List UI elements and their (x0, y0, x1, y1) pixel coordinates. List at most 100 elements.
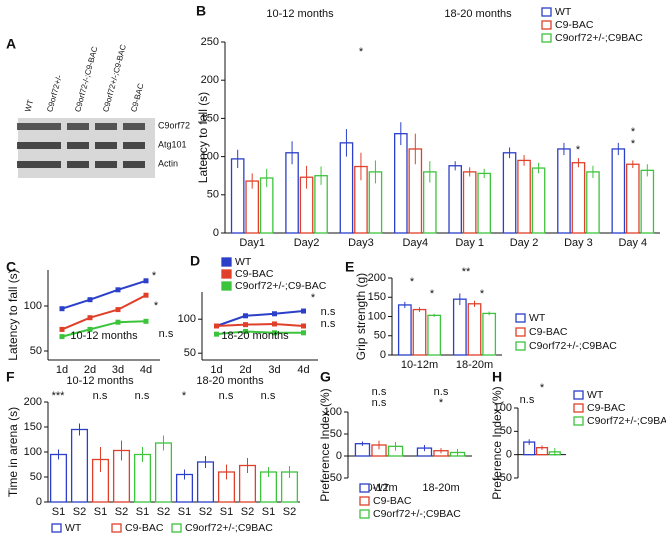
band (39, 142, 61, 149)
x-tick-label: 10-12m (360, 482, 397, 494)
legend-swatch (359, 509, 370, 519)
legend-label: C9orf72+/-;C9BAC (529, 340, 617, 352)
bar (467, 303, 482, 356)
marker (59, 326, 65, 332)
marker (243, 313, 248, 319)
band (39, 161, 61, 168)
marker (272, 321, 277, 327)
band (95, 123, 117, 130)
annotation: n.s (219, 390, 234, 402)
band-label: Atg101 (158, 139, 187, 149)
y-axis-label: Preference Index (%) (318, 388, 332, 501)
legend-swatch (541, 20, 552, 30)
legend-swatch (111, 523, 122, 533)
line (216, 322, 304, 327)
annotation: * (410, 276, 415, 288)
marker (115, 287, 121, 293)
line (216, 310, 304, 327)
line (61, 294, 147, 331)
legend-label: WT (235, 256, 252, 268)
legend-swatch (221, 257, 232, 267)
y-tick-label: 200 (368, 272, 386, 284)
marker (59, 334, 65, 340)
bar (462, 171, 477, 234)
x-tick-label: Day 3 (564, 237, 593, 249)
marker (272, 330, 277, 336)
annotation: * (480, 288, 485, 300)
y-tick-label: 150 (24, 421, 42, 433)
panel-letter: H (492, 369, 502, 385)
bar (640, 169, 655, 234)
x-tick-label: Day1 (239, 237, 265, 249)
x-tick-label: 3d (112, 364, 124, 376)
y-axis-label: Latency to fall (s) (196, 92, 210, 183)
annotation: 18-20 months (444, 8, 512, 20)
annotation: n.s (321, 306, 336, 318)
y-axis-label: Preference Index (%) (490, 386, 504, 499)
legend-label: WT (373, 482, 390, 494)
annotation: * (576, 144, 581, 156)
annotation: n.s (135, 390, 150, 402)
x-tick-label: Day 1 (455, 237, 484, 249)
annotation: * (311, 292, 316, 304)
band (17, 161, 39, 168)
x-tick-label: 4d (140, 364, 152, 376)
bar (571, 162, 586, 234)
x-tick-label: S2 (283, 506, 296, 518)
x-tick-label: S2 (115, 506, 128, 518)
y-axis-label: Time in arena (s) (6, 407, 20, 497)
x-tick-label: Day 4 (618, 237, 647, 249)
annotation: n.s (261, 390, 276, 402)
y-tick-label: -50 (326, 472, 342, 484)
y-tick-label: 100 (324, 406, 342, 418)
legend-label: WT (529, 312, 546, 324)
legend-label: C9orf72+/-;C9-BAC (235, 280, 327, 292)
y-tick-label: 250 (201, 36, 219, 48)
panel-letter: A (6, 36, 16, 52)
legend-label: C9-BAC (125, 522, 164, 534)
annotation: * (154, 300, 159, 312)
x-tick-label: S1 (178, 506, 191, 518)
y-tick-label: 100 (178, 313, 196, 325)
y-tick-label: 100 (24, 300, 42, 312)
legend-swatch (573, 390, 584, 400)
legend-swatch (359, 496, 370, 506)
bar (531, 167, 546, 234)
annotation: 10-12 months (66, 375, 134, 387)
x-tick-label: 10-12m (401, 359, 438, 371)
x-tick-label: 2d (84, 364, 96, 376)
bar (427, 314, 442, 356)
marker (301, 323, 306, 329)
y-tick-label: 0 (336, 450, 342, 462)
bar (502, 152, 517, 234)
y-tick-label: 50 (30, 345, 42, 357)
y-tick-label: -50 (496, 472, 512, 484)
y-tick-label: 100 (24, 446, 42, 458)
marker (87, 297, 93, 303)
bar (245, 180, 259, 234)
legend-swatch (541, 33, 552, 43)
y-tick-label: 50 (330, 428, 342, 440)
panel-letter: F (6, 369, 15, 385)
annotation: * (439, 397, 444, 409)
x-tick-label: S2 (241, 506, 254, 518)
lane-label: WT (23, 99, 35, 113)
legend-swatch (515, 327, 526, 337)
legend-swatch (515, 313, 526, 323)
legend-swatch (221, 269, 232, 279)
legend-label: WT (65, 522, 82, 534)
marker (301, 308, 306, 314)
band (39, 123, 61, 130)
y-tick-label: 200 (201, 74, 219, 86)
annotation: *** (52, 390, 66, 402)
bar (230, 158, 245, 234)
x-tick-label: Day3 (348, 237, 374, 249)
annotation: * (631, 126, 636, 138)
annotation: * (359, 46, 364, 58)
band (17, 142, 39, 149)
legend-swatch (515, 341, 526, 351)
legend-label: C9-BAC (373, 495, 412, 507)
panel-letter: D (190, 253, 200, 269)
annotation: n.s (93, 390, 108, 402)
